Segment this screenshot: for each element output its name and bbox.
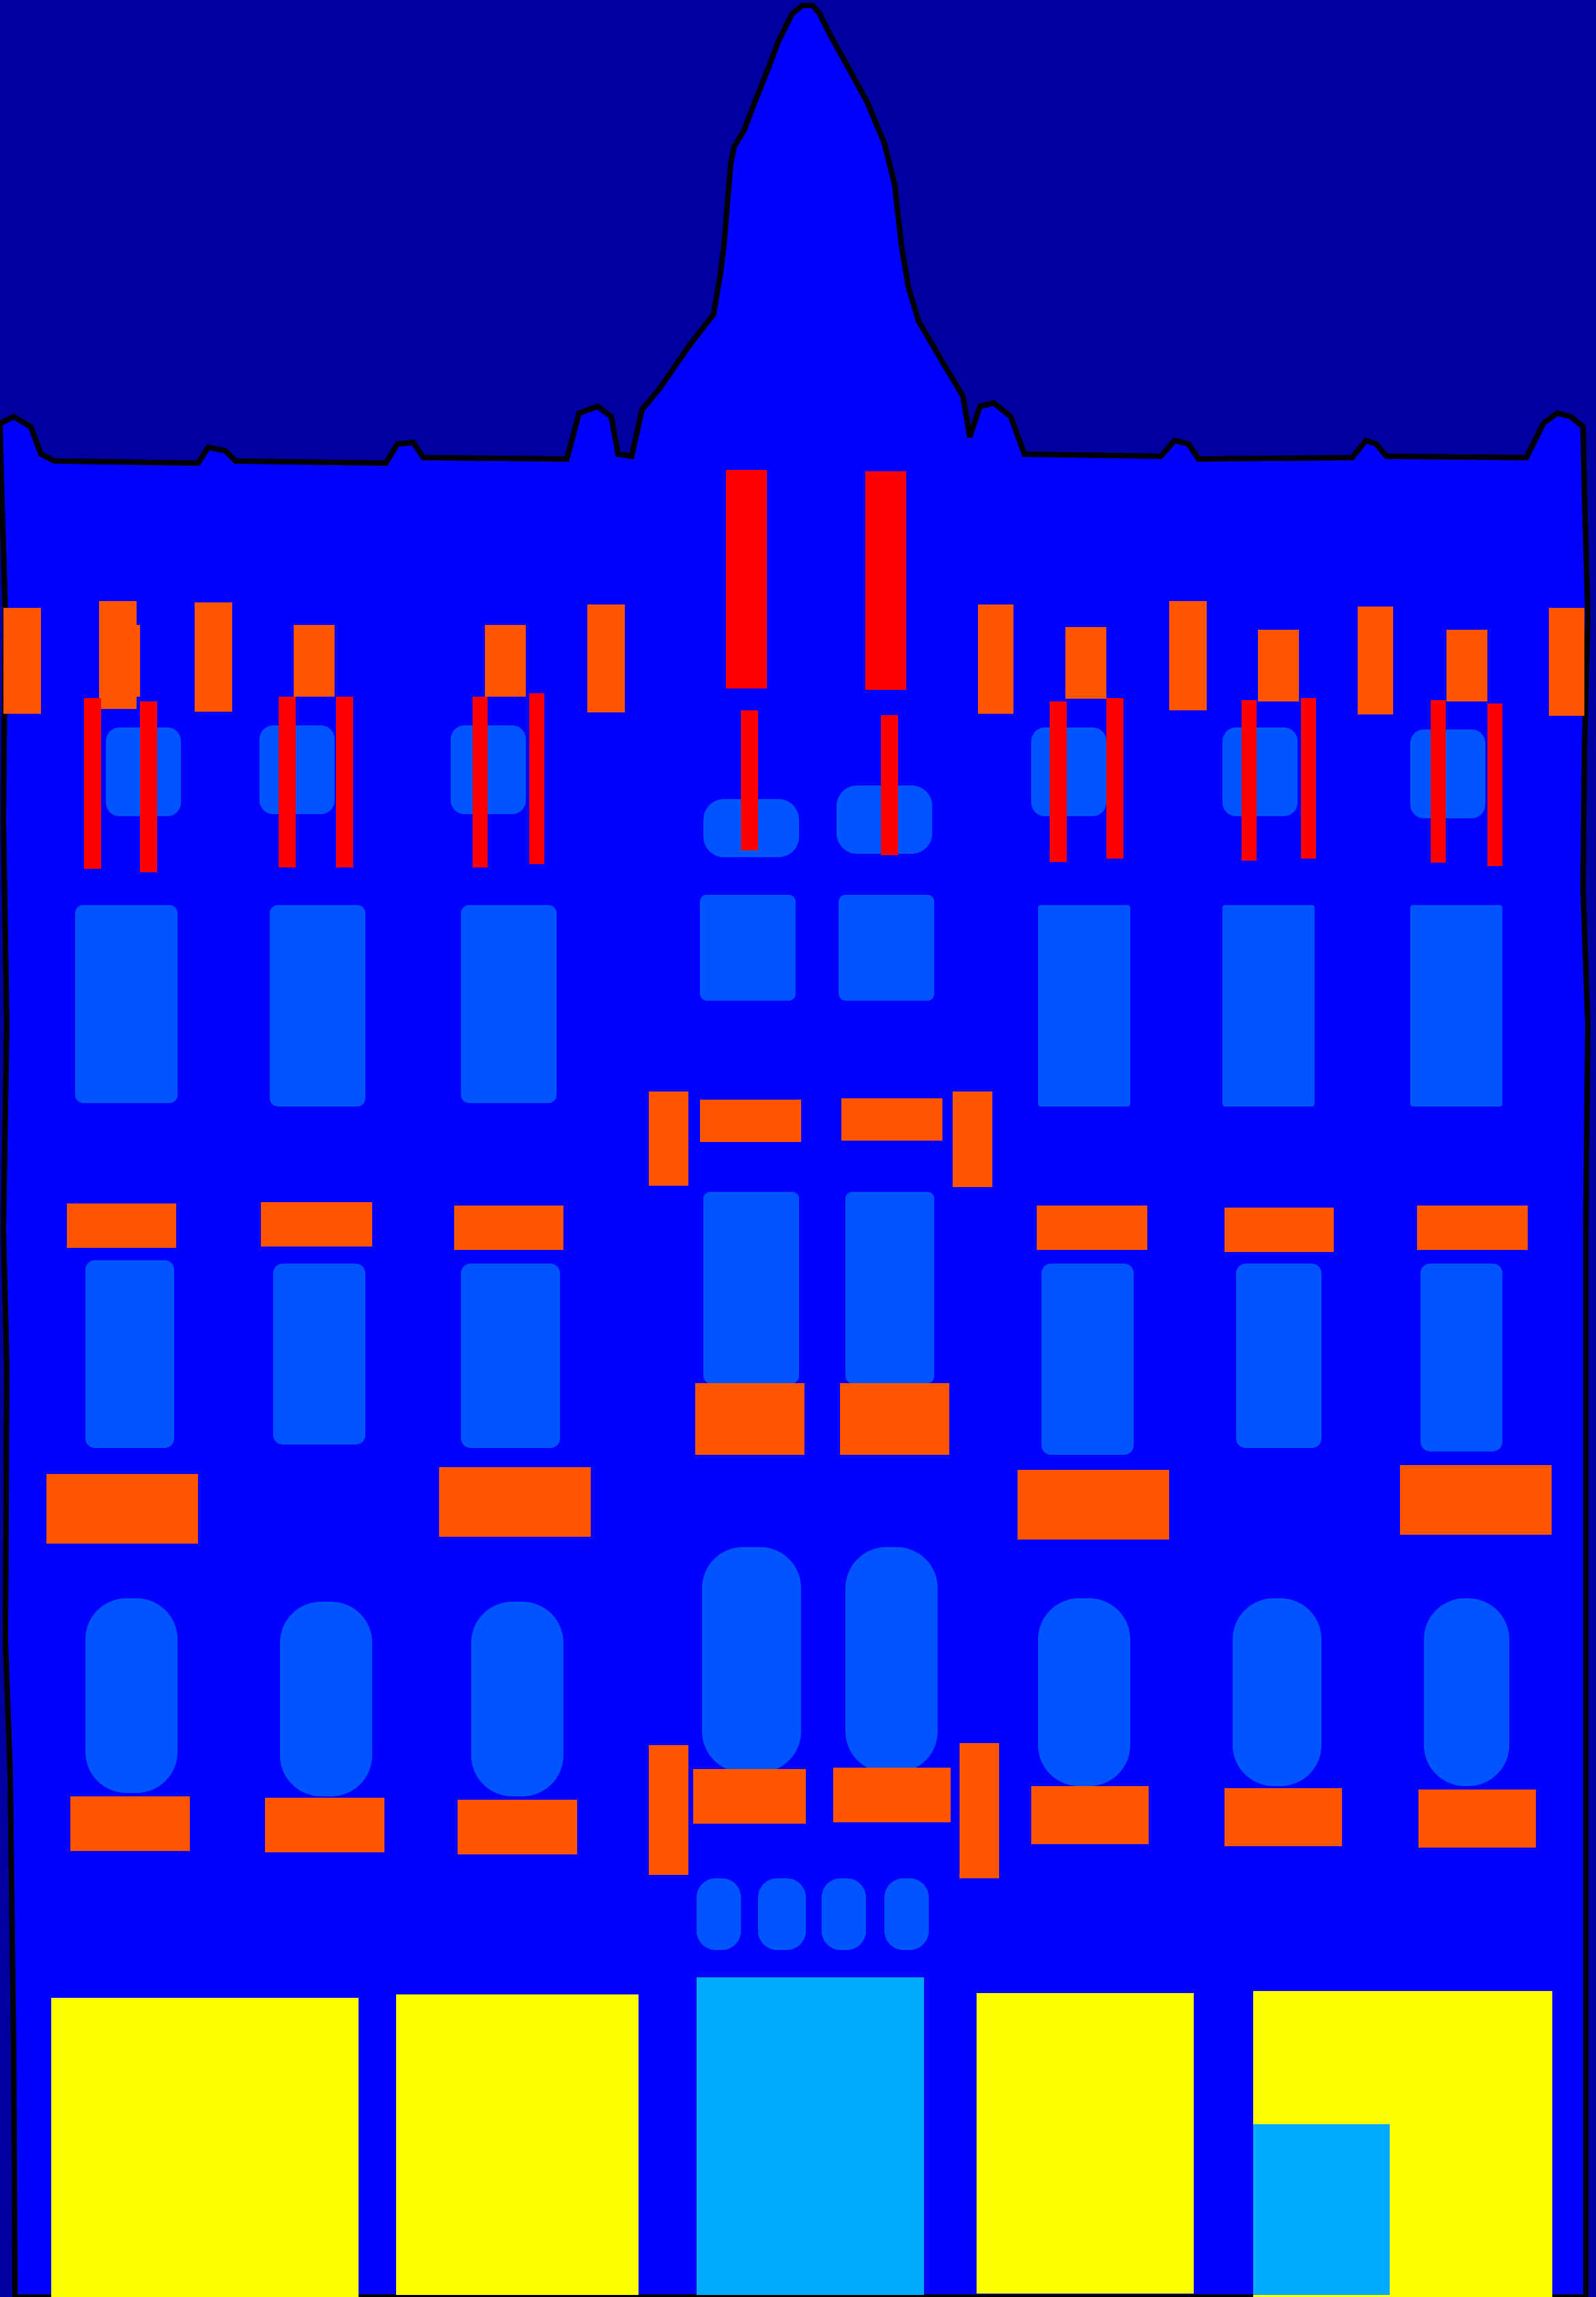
window-region [280, 1602, 372, 1796]
window-region [1041, 1264, 1134, 1455]
sill-region [265, 1798, 384, 1852]
window-region [1233, 1598, 1321, 1786]
window-region [451, 725, 526, 814]
sill-region [70, 1796, 190, 1851]
pillar-region [473, 697, 488, 867]
pillar-region [1242, 700, 1257, 861]
window-region [703, 1192, 799, 1383]
pillar-region [336, 697, 353, 867]
sill-region [1065, 627, 1106, 699]
sill-region [439, 1467, 591, 1537]
window-region [260, 725, 335, 814]
sill-region [1258, 630, 1299, 701]
pillar-region [865, 471, 906, 690]
pillar-region [1106, 698, 1123, 859]
window-region [1236, 1264, 1321, 1448]
pillar-region [1301, 698, 1316, 859]
sill-region [841, 1098, 942, 1141]
window-region [85, 1260, 174, 1448]
sill-region [1169, 601, 1207, 710]
sill-region [1400, 1465, 1552, 1535]
door-region [697, 1977, 924, 2295]
pillar-region [529, 693, 544, 864]
sill-region [1358, 607, 1393, 714]
window-region [845, 1192, 934, 1383]
sill-region [261, 1202, 372, 1247]
window-region [758, 1878, 806, 1950]
sill-region [1549, 608, 1584, 716]
window-region [471, 1602, 563, 1796]
pillar-region [1431, 700, 1446, 863]
sill-region [953, 1091, 992, 1187]
window-region [697, 1878, 741, 1950]
sill-region [1417, 1206, 1528, 1250]
pillar-region [1050, 701, 1067, 862]
pillar-region [279, 697, 296, 867]
sill-region [454, 1206, 563, 1250]
window-region [1424, 1598, 1509, 1786]
window-region [839, 895, 934, 1001]
door-region [1253, 2124, 1390, 2295]
shop-region [51, 1998, 359, 2297]
window-region [1038, 1598, 1130, 1786]
shop-region [977, 1993, 1194, 2294]
sill-region [67, 1203, 176, 1248]
sill-region [1224, 1788, 1342, 1846]
pillar-region [726, 470, 767, 688]
sill-region [587, 604, 625, 712]
sill-region [1418, 1790, 1536, 1848]
sill-region [1018, 1470, 1169, 1540]
sill-region [649, 1745, 688, 1875]
window-region [884, 1878, 929, 1950]
window-region [1031, 727, 1106, 816]
sill-region [833, 1768, 951, 1822]
window-region [461, 1264, 560, 1448]
window-region [461, 905, 557, 1103]
sill-region [840, 1383, 949, 1455]
window-region [1410, 729, 1485, 818]
window-region [822, 1878, 866, 1950]
window-region [1410, 905, 1502, 1106]
sill-region [960, 1743, 999, 1878]
sill-region [695, 1383, 804, 1455]
pillar-region [84, 698, 101, 869]
sill-region [458, 1800, 577, 1854]
window-region [85, 1598, 178, 1793]
sill-region [485, 625, 526, 697]
sill-region [3, 608, 41, 714]
sill-region [46, 1474, 198, 1544]
sill-region [649, 1091, 688, 1186]
window-region [1038, 905, 1130, 1106]
window-region [270, 905, 365, 1106]
window-region [1222, 905, 1315, 1106]
sill-region [700, 1100, 801, 1142]
sill-region [99, 625, 140, 697]
window-region [702, 1547, 801, 1772]
shop-region [396, 1994, 639, 2295]
sill-region [693, 1769, 806, 1824]
sill-region [1446, 630, 1487, 701]
sill-region [1224, 1208, 1334, 1252]
window-region [273, 1264, 365, 1445]
sill-region [195, 602, 232, 712]
pillar-region [140, 701, 157, 872]
sill-region [1037, 1206, 1147, 1250]
window-region [1222, 727, 1298, 816]
window-region [1420, 1264, 1502, 1451]
sill-region [1031, 1786, 1149, 1844]
pillar-region [741, 710, 758, 850]
sill-region [294, 625, 335, 697]
window-region [700, 895, 796, 1001]
sill-region [978, 604, 1013, 714]
pillar-region [1487, 704, 1502, 866]
window-region [75, 905, 178, 1103]
pillar-region [881, 715, 898, 855]
window-region [845, 1547, 938, 1772]
